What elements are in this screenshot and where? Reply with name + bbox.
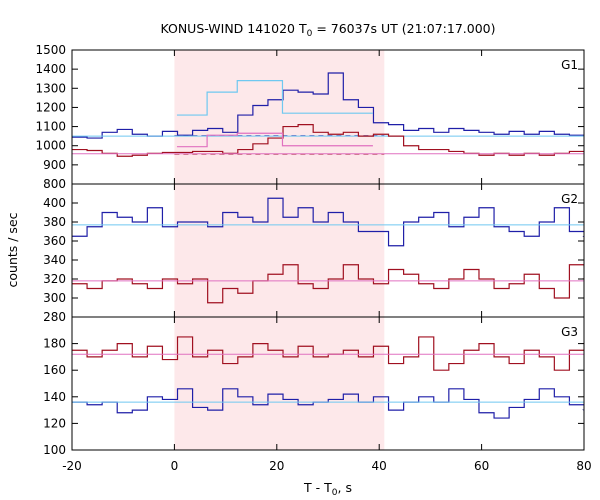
series-G1-5: [176, 132, 373, 148]
x-tick-label: 80: [576, 459, 591, 473]
series-G1-0: [72, 72, 584, 139]
y-tick-label: 320: [43, 272, 66, 286]
highlight-layer: [174, 50, 385, 450]
y-tick-label: 900: [43, 158, 66, 172]
x-tick-label: 60: [474, 459, 489, 473]
y-tick-label: 340: [43, 253, 66, 267]
x-axis-label: T - T0, s: [303, 480, 352, 498]
y-tick-label: 300: [43, 291, 66, 305]
y-tick-label: 800: [43, 177, 66, 191]
y-tick-label: 1400: [35, 62, 66, 76]
y-tick-label: 1100: [35, 120, 66, 134]
x-tick-label: 40: [372, 459, 387, 473]
y-tick-label: 1000: [35, 139, 66, 153]
panel-G1-series: [72, 72, 584, 157]
y-tick-label: 380: [43, 215, 66, 229]
y-tick-label: 180: [43, 337, 66, 351]
highlight-band: [174, 50, 385, 450]
x-tick-label: -20: [62, 459, 82, 473]
y-tick-label: 100: [43, 443, 66, 457]
series-G3-2: [72, 388, 584, 422]
y-tick-label: 1500: [35, 43, 66, 57]
axes-layer: 800900100011001200130014001500G128030032…: [35, 43, 591, 473]
x-tick-label: 20: [269, 459, 284, 473]
series-G2-2: [72, 264, 584, 304]
panel-frame-G3: [71, 316, 585, 451]
y-tick-label: 140: [43, 390, 66, 404]
y-tick-label: 400: [43, 196, 66, 210]
series-G3-0: [72, 336, 584, 371]
series-G1-1: [176, 80, 373, 116]
panel-label: G1: [561, 58, 578, 72]
y-tick-label: 1200: [35, 100, 66, 114]
x-tick-label: 0: [171, 459, 179, 473]
panel-G2-series: [72, 197, 584, 304]
y-axis-label: counts / sec: [5, 212, 20, 287]
y-tick-label: 1300: [35, 81, 66, 95]
y-tick-label: 120: [43, 416, 66, 430]
y-tick-label: 360: [43, 234, 66, 248]
panel-label: G2: [561, 192, 578, 206]
chart-title: KONUS-WIND 141020 T0 = 76037s UT (21:07:…: [160, 21, 495, 39]
panel-G3-series: [72, 336, 584, 422]
y-tick-label: 280: [43, 310, 66, 324]
y-tick-label: 160: [43, 363, 66, 377]
series-G2-0: [72, 197, 584, 247]
series-layer: [72, 72, 584, 422]
panel-label: G3: [561, 325, 578, 339]
